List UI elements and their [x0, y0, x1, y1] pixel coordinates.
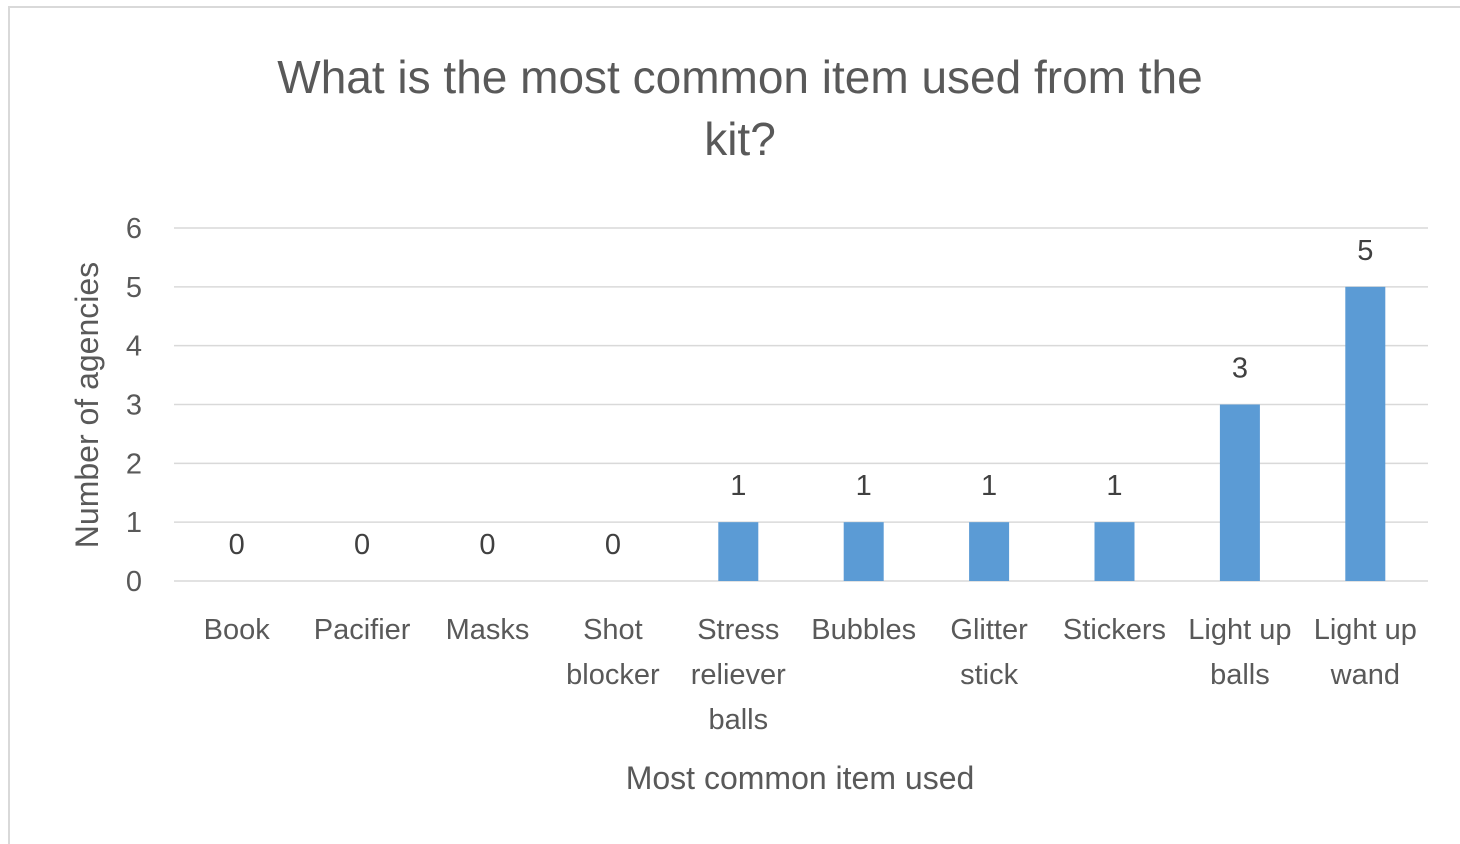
bar: [718, 522, 759, 581]
y-tick-label: 1: [126, 507, 142, 539]
x-tick-label: balls: [708, 704, 768, 736]
data-labels: 0 0 0 0 1 1 1 1 3 5: [229, 235, 1374, 561]
y-axis-ticks: 0 1 2 3 4 5 6: [126, 213, 142, 598]
x-tick-label: Stickers: [1063, 614, 1166, 646]
x-tick-label: Glitter: [950, 614, 1028, 646]
chart-frame: [8, 6, 1460, 844]
x-tick-label: Stress: [697, 614, 779, 646]
y-tick-label: 0: [126, 566, 142, 598]
bar: [843, 522, 884, 581]
chart-title-line-1: What is the most common item used from t…: [277, 51, 1203, 103]
y-tick-label: 5: [126, 272, 142, 304]
y-tick-label: 2: [126, 448, 142, 480]
data-label: 0: [605, 529, 621, 561]
bar: [1094, 522, 1135, 581]
x-tick-label: Light up: [1188, 614, 1291, 646]
y-tick-label: 4: [126, 331, 142, 363]
x-tick-label: Book: [204, 614, 271, 646]
chart-title-line-2: kit?: [704, 113, 776, 165]
data-label: 1: [856, 470, 872, 502]
data-label: 3: [1232, 353, 1248, 385]
y-tick-label: 3: [126, 390, 142, 422]
bar: [1219, 404, 1260, 581]
data-label: 0: [229, 529, 245, 561]
bar: [969, 522, 1010, 581]
y-tick-label: 6: [126, 213, 142, 245]
x-tick-label: balls: [1210, 659, 1270, 691]
bar: [1345, 286, 1386, 581]
x-tick-label: reliever: [691, 659, 786, 691]
x-tick-label: stick: [960, 659, 1019, 691]
chart-title: What is the most common item used from t…: [0, 46, 1460, 170]
data-label: 5: [1357, 235, 1373, 267]
y-axis-title: Number of agencies: [69, 262, 105, 548]
data-label: 0: [479, 529, 495, 561]
data-label: 1: [981, 470, 997, 502]
x-tick-label: Light up: [1314, 614, 1417, 646]
x-tick-label: Bubbles: [811, 614, 916, 646]
data-label: 1: [730, 470, 746, 502]
bars: [718, 286, 1386, 581]
x-tick-label: blocker: [566, 659, 660, 691]
gridlines: [174, 227, 1428, 582]
x-axis-title: Most common item used: [626, 760, 975, 796]
x-axis-ticks: Book Pacifier Masks Shot blocker Stress reliev…: [204, 614, 1417, 736]
x-tick-label: wand: [1330, 659, 1400, 691]
x-tick-label: Shot: [583, 614, 643, 646]
data-label: 0: [354, 529, 370, 561]
x-tick-label: Pacifier: [314, 614, 411, 646]
data-label: 1: [1106, 470, 1122, 502]
x-tick-label: Masks: [446, 614, 530, 646]
